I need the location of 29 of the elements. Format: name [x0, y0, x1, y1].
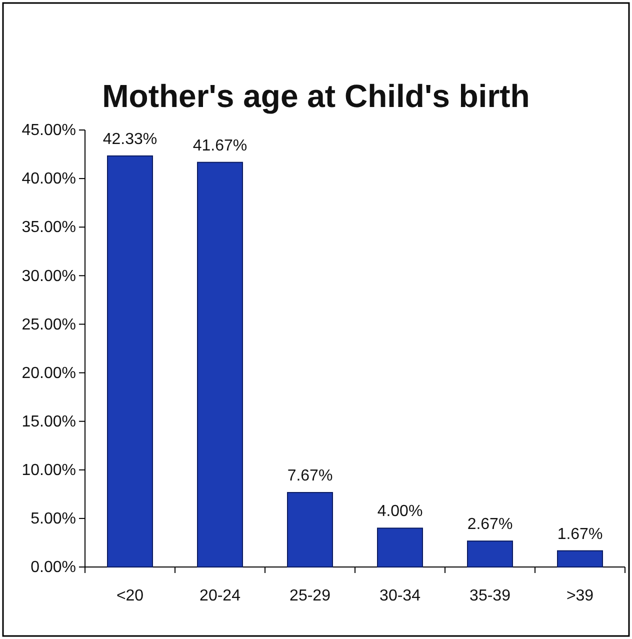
data-label: 41.67% — [192, 137, 248, 154]
bar — [377, 528, 423, 568]
bar — [287, 492, 333, 568]
data-label: 7.67% — [287, 468, 333, 485]
y-tick-label: 15.00% — [22, 413, 76, 430]
y-tick-label: 10.00% — [22, 462, 76, 480]
x-tick-label: 20-24 — [200, 587, 241, 604]
data-label: 1.67% — [557, 526, 603, 543]
y-tick-label: 40.00% — [22, 170, 76, 188]
x-tick-label: <20 — [116, 587, 144, 604]
y-tick-label: 20.00% — [22, 364, 76, 382]
bar — [197, 162, 243, 568]
chart-title: Mother's age at Child's birth — [102, 78, 530, 114]
y-tick-label: 0.00% — [30, 559, 76, 576]
y-tick-label: 25.00% — [22, 316, 76, 334]
x-tick-label: 25-29 — [290, 587, 331, 604]
data-label: 2.67% — [467, 516, 513, 534]
data-label: 42.33% — [102, 130, 158, 148]
y-tick-label: 30.00% — [22, 268, 76, 285]
bar — [107, 155, 153, 568]
x-tick-label: 30-34 — [380, 587, 421, 604]
x-tick-label: >39 — [566, 587, 594, 604]
bar — [557, 550, 603, 568]
y-tick-label: 5.00% — [30, 510, 76, 528]
x-tick-label: 35-39 — [470, 587, 511, 604]
y-tick-label: 35.00% — [22, 219, 76, 236]
data-label: 4.00% — [377, 503, 423, 520]
bar — [467, 540, 513, 568]
y-tick-label: 45.00% — [22, 122, 76, 140]
